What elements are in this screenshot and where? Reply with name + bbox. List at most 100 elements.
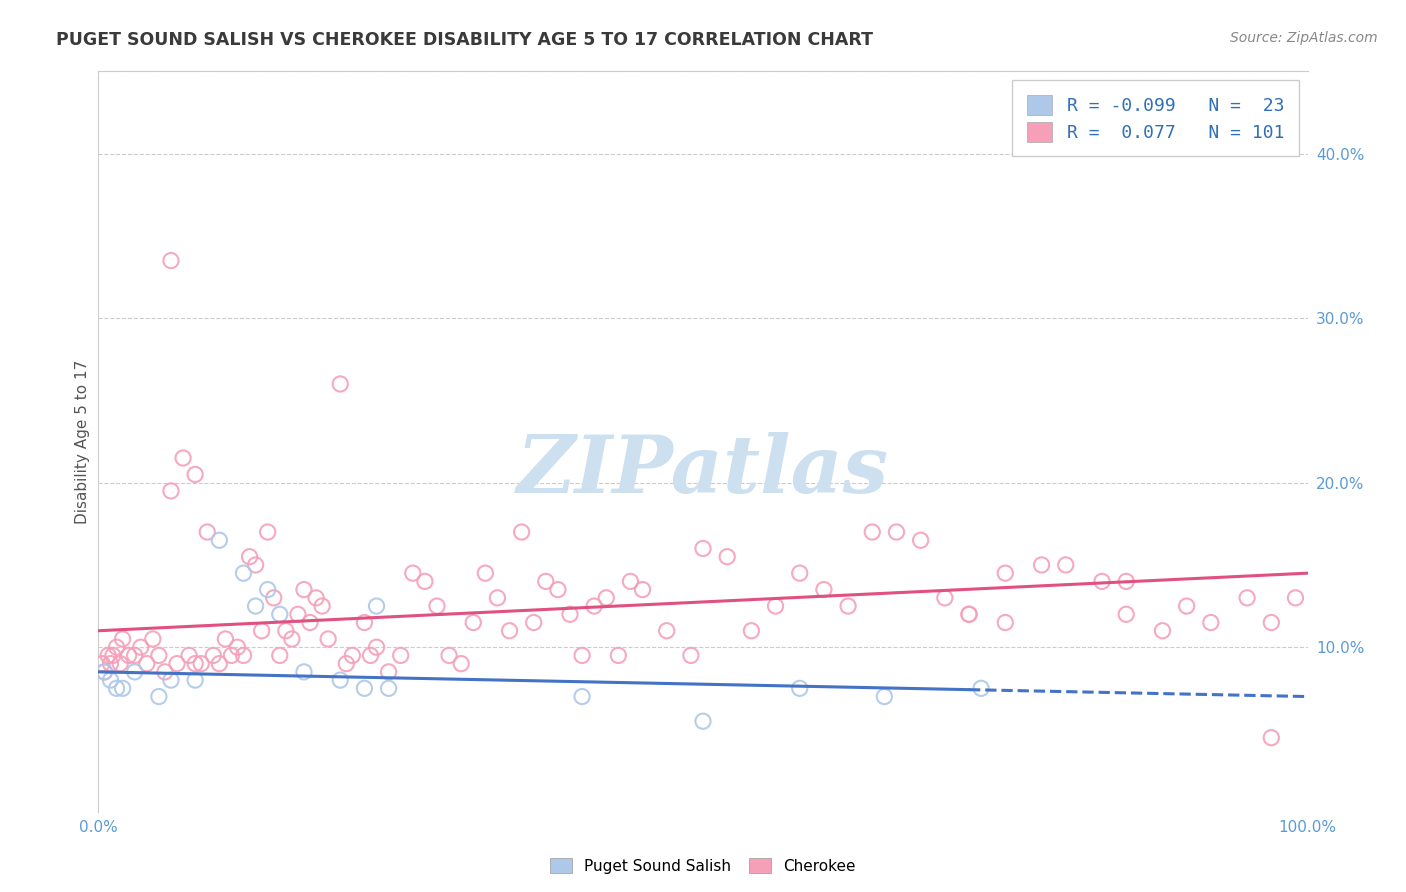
Point	[100, 673, 122, 687]
Point	[105, 681, 128, 696]
Point	[214, 632, 236, 646]
Point	[366, 599, 388, 613]
Point	[179, 648, 201, 663]
Point	[1236, 591, 1258, 605]
Point	[534, 574, 557, 589]
Point	[377, 665, 399, 679]
Point	[101, 648, 124, 663]
Point	[486, 591, 509, 605]
Text: PUGET SOUND SALISH VS CHEROKEE DISABILITY AGE 5 TO 17 CORRELATION CHART: PUGET SOUND SALISH VS CHEROKEE DISABILIT…	[56, 31, 873, 49]
Point	[1054, 558, 1077, 572]
Point	[269, 648, 291, 663]
Point	[860, 524, 883, 539]
Point	[299, 615, 322, 630]
Point	[153, 665, 176, 679]
Point	[583, 599, 606, 613]
Point	[619, 574, 641, 589]
Point	[142, 632, 165, 646]
Point	[287, 607, 309, 622]
Point	[281, 632, 304, 646]
Point	[329, 376, 352, 391]
Point	[716, 549, 738, 564]
Point	[256, 524, 278, 539]
Point	[837, 599, 859, 613]
Point	[329, 673, 352, 687]
Point	[100, 657, 122, 671]
Point	[316, 632, 339, 646]
Point	[184, 673, 207, 687]
Point	[547, 582, 569, 597]
Point	[692, 541, 714, 556]
Point	[1260, 615, 1282, 630]
Point	[226, 640, 249, 655]
Point	[510, 524, 533, 539]
Point	[256, 582, 278, 597]
Point	[124, 665, 146, 679]
Point	[1175, 599, 1198, 613]
Legend: R = -0.099   N =  23, R =  0.077   N = 101: R = -0.099 N = 23, R = 0.077 N = 101	[1012, 80, 1299, 156]
Point	[873, 690, 896, 704]
Point	[184, 467, 207, 482]
Point	[957, 607, 980, 622]
Point	[124, 648, 146, 663]
Point	[135, 657, 157, 671]
Y-axis label: Disability Age 5 to 17: Disability Age 5 to 17	[75, 359, 90, 524]
Point	[558, 607, 581, 622]
Point	[129, 640, 152, 655]
Point	[595, 591, 617, 605]
Point	[335, 657, 357, 671]
Point	[450, 657, 472, 671]
Point	[765, 599, 787, 613]
Point	[463, 615, 485, 630]
Point	[160, 483, 183, 498]
Point	[342, 648, 364, 663]
Point	[402, 566, 425, 581]
Point	[274, 624, 297, 638]
Point	[108, 657, 131, 671]
Point	[1284, 591, 1306, 605]
Point	[1031, 558, 1053, 572]
Point	[377, 681, 399, 696]
Point	[631, 582, 654, 597]
Point	[292, 665, 315, 679]
Point	[1115, 574, 1137, 589]
Point	[305, 591, 328, 605]
Point	[93, 665, 115, 679]
Point	[148, 648, 170, 663]
Point	[269, 607, 291, 622]
Point	[1115, 607, 1137, 622]
Point	[994, 566, 1017, 581]
Point	[1199, 615, 1222, 630]
Point	[389, 648, 412, 663]
Point	[311, 599, 333, 613]
Point	[607, 648, 630, 663]
Point	[195, 524, 218, 539]
Point	[366, 640, 388, 655]
Point	[813, 582, 835, 597]
Point	[994, 615, 1017, 630]
Point	[353, 615, 375, 630]
Point	[166, 657, 188, 671]
Point	[184, 657, 207, 671]
Point	[426, 599, 449, 613]
Point	[970, 681, 993, 696]
Point	[111, 681, 134, 696]
Point	[97, 648, 120, 663]
Point	[789, 681, 811, 696]
Point	[957, 607, 980, 622]
Point	[91, 657, 114, 671]
Point	[679, 648, 702, 663]
Point	[360, 648, 382, 663]
Point	[886, 524, 908, 539]
Point	[232, 648, 254, 663]
Text: ZIPatlas: ZIPatlas	[517, 433, 889, 510]
Point	[934, 591, 956, 605]
Point	[910, 533, 932, 548]
Point	[148, 690, 170, 704]
Point	[245, 558, 267, 572]
Point	[245, 599, 267, 613]
Point	[571, 648, 593, 663]
Point	[474, 566, 496, 581]
Point	[208, 657, 231, 671]
Text: Source: ZipAtlas.com: Source: ZipAtlas.com	[1230, 31, 1378, 45]
